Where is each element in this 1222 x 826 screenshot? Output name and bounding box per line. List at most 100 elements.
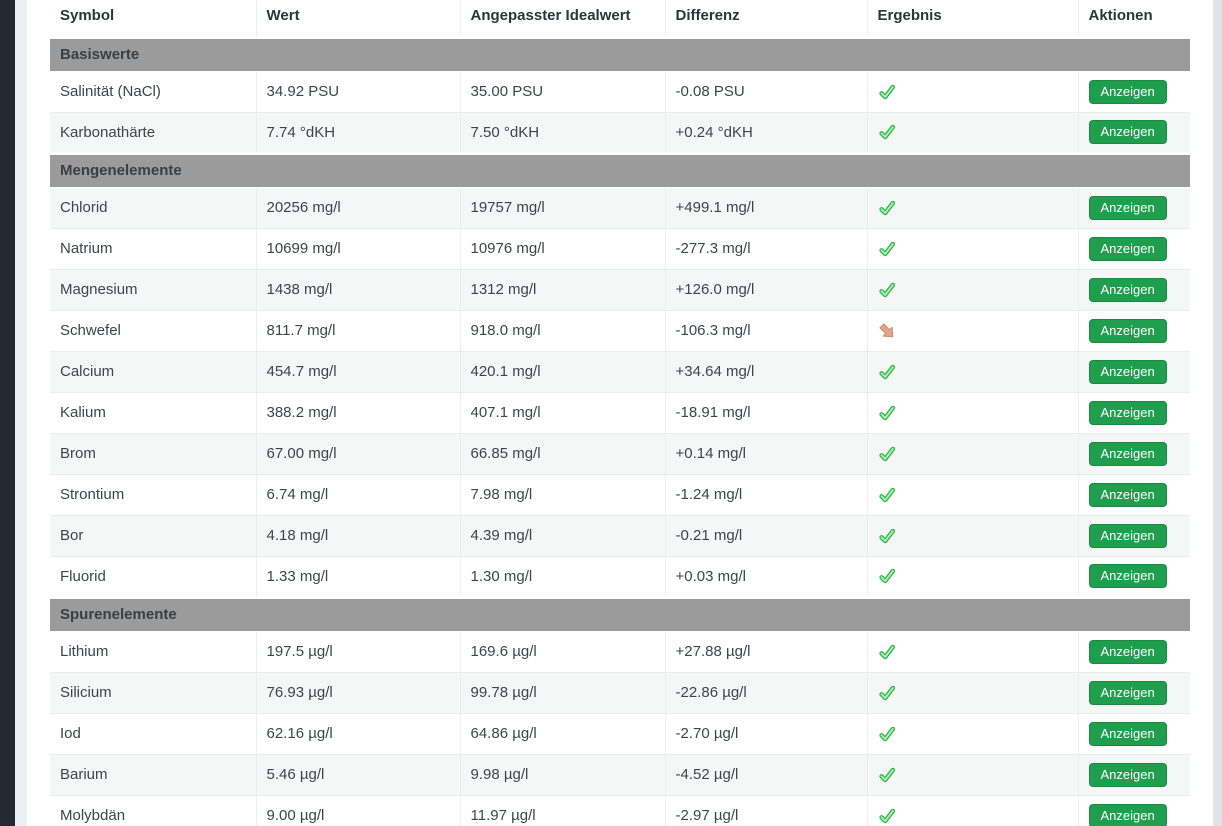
table-row: Fluorid 1.33 mg/l 1.30 mg/l +0.03 mg/l Anzei… bbox=[50, 556, 1190, 598]
ideal-value-cell: 169.6 µg/l bbox=[460, 631, 666, 673]
result-cell bbox=[867, 795, 1079, 826]
analysis-results-card: Symbol Wert Angepasster Idealwert Differ… bbox=[27, 0, 1213, 826]
anzeigen-button[interactable]: Anzeigen bbox=[1088, 79, 1167, 104]
anzeigen-button[interactable]: Anzeigen bbox=[1088, 639, 1167, 664]
actions-cell: Anzeigen bbox=[1078, 795, 1190, 826]
check-icon bbox=[878, 123, 896, 141]
page-gutter-left bbox=[15, 0, 27, 826]
anzeigen-button[interactable]: Anzeigen bbox=[1088, 359, 1167, 384]
anzeigen-button[interactable]: Anzeigen bbox=[1088, 441, 1167, 466]
table-row: Calcium 454.7 mg/l 420.1 mg/l +34.64 mg/l An… bbox=[50, 351, 1190, 393]
anzeigen-button[interactable]: Anzeigen bbox=[1088, 400, 1167, 425]
symbol-cell: Fluorid bbox=[50, 556, 257, 598]
check-icon bbox=[878, 807, 896, 825]
section-title: Basiswerte bbox=[50, 35, 1190, 72]
table-row: Brom 67.00 mg/l 66.85 mg/l +0.14 mg/l Anzeig… bbox=[50, 433, 1190, 475]
anzeigen-button[interactable]: Anzeigen bbox=[1088, 318, 1167, 343]
result-cell bbox=[867, 631, 1079, 673]
column-header-symbol: Symbol bbox=[50, 0, 257, 38]
value-cell: 7.74 °dKH bbox=[256, 112, 461, 154]
anzeigen-button[interactable]: Anzeigen bbox=[1088, 803, 1167, 826]
symbol-cell: Bor bbox=[50, 515, 257, 557]
symbol-cell: Karbonathärte bbox=[50, 112, 257, 154]
column-header-aktionen: Aktionen bbox=[1078, 0, 1190, 38]
section-header-row: Mengenelemente bbox=[50, 151, 1190, 188]
difference-cell: +126.0 mg/l bbox=[665, 269, 868, 311]
actions-cell: Anzeigen bbox=[1078, 631, 1190, 673]
value-cell: 10699 mg/l bbox=[256, 228, 461, 270]
check-icon bbox=[878, 643, 896, 661]
actions-cell: Anzeigen bbox=[1078, 672, 1190, 714]
table-row: Strontium 6.74 mg/l 7.98 mg/l -1.24 mg/l Anz… bbox=[50, 474, 1190, 516]
value-cell: 62.16 µg/l bbox=[256, 713, 461, 755]
actions-cell: Anzeigen bbox=[1078, 71, 1190, 113]
table-row: Chlorid 20256 mg/l 19757 mg/l +499.1 mg/l An… bbox=[50, 187, 1190, 229]
ideal-value-cell: 420.1 mg/l bbox=[460, 351, 666, 393]
anzeigen-button[interactable]: Anzeigen bbox=[1088, 277, 1167, 302]
table-row: Silicium 76.93 µg/l 99.78 µg/l -22.86 µg/l A… bbox=[50, 672, 1190, 714]
check-icon bbox=[878, 83, 896, 101]
symbol-cell: Iod bbox=[50, 713, 257, 755]
actions-cell: Anzeigen bbox=[1078, 754, 1190, 796]
check-icon bbox=[878, 240, 896, 258]
difference-cell: -18.91 mg/l bbox=[665, 392, 868, 434]
value-cell: 34.92 PSU bbox=[256, 71, 461, 113]
section-header-row: Basiswerte bbox=[50, 35, 1190, 72]
analysis-results-table: Symbol Wert Angepasster Idealwert Differ… bbox=[50, 0, 1190, 826]
symbol-cell: Molybdän bbox=[50, 795, 257, 826]
table-row: Natrium 10699 mg/l 10976 mg/l -277.3 mg/l An… bbox=[50, 228, 1190, 270]
symbol-cell: Schwefel bbox=[50, 310, 257, 352]
anzeigen-button[interactable]: Anzeigen bbox=[1088, 120, 1167, 144]
difference-cell: +499.1 mg/l bbox=[665, 187, 868, 229]
result-cell bbox=[867, 713, 1079, 755]
anzeigen-button[interactable]: Anzeigen bbox=[1088, 482, 1167, 507]
ideal-value-cell: 9.98 µg/l bbox=[460, 754, 666, 796]
result-cell bbox=[867, 515, 1079, 557]
actions-cell: Anzeigen bbox=[1078, 474, 1190, 516]
anzeigen-button[interactable]: Anzeigen bbox=[1088, 195, 1167, 220]
check-icon bbox=[878, 527, 896, 545]
ideal-value-cell: 1312 mg/l bbox=[460, 269, 666, 311]
check-icon bbox=[878, 281, 896, 299]
table-row: Iod 62.16 µg/l 64.86 µg/l -2.70 µg/l Anzeige… bbox=[50, 713, 1190, 755]
difference-cell: -2.70 µg/l bbox=[665, 713, 868, 755]
column-header-wert: Wert bbox=[256, 0, 461, 38]
ideal-value-cell: 11.97 µg/l bbox=[460, 795, 666, 826]
symbol-cell: Lithium bbox=[50, 631, 257, 673]
actions-cell: Anzeigen bbox=[1078, 228, 1190, 270]
value-cell: 4.18 mg/l bbox=[256, 515, 461, 557]
table-row: Kalium 388.2 mg/l 407.1 mg/l -18.91 mg/l Anz… bbox=[50, 392, 1190, 434]
anzeigen-button[interactable]: Anzeigen bbox=[1088, 721, 1167, 746]
section-header-row: Spurenelemente bbox=[50, 595, 1190, 632]
value-cell: 20256 mg/l bbox=[256, 187, 461, 229]
anzeigen-button[interactable]: Anzeigen bbox=[1088, 564, 1167, 588]
anzeigen-button[interactable]: Anzeigen bbox=[1088, 680, 1167, 705]
result-cell bbox=[867, 351, 1079, 393]
actions-cell: Anzeigen bbox=[1078, 713, 1190, 755]
symbol-cell: Salinität (NaCl) bbox=[50, 71, 257, 113]
symbol-cell: Brom bbox=[50, 433, 257, 475]
ideal-value-cell: 64.86 µg/l bbox=[460, 713, 666, 755]
result-cell bbox=[867, 474, 1079, 516]
value-cell: 197.5 µg/l bbox=[256, 631, 461, 673]
result-cell bbox=[867, 187, 1079, 229]
anzeigen-button[interactable]: Anzeigen bbox=[1088, 523, 1167, 548]
difference-cell: -1.24 mg/l bbox=[665, 474, 868, 516]
check-icon bbox=[878, 725, 896, 743]
difference-cell: +0.03 mg/l bbox=[665, 556, 868, 598]
anzeigen-button[interactable]: Anzeigen bbox=[1088, 762, 1167, 787]
value-cell: 67.00 mg/l bbox=[256, 433, 461, 475]
ideal-value-cell: 10976 mg/l bbox=[460, 228, 666, 270]
check-icon bbox=[878, 445, 896, 463]
actions-cell: Anzeigen bbox=[1078, 112, 1190, 154]
actions-cell: Anzeigen bbox=[1078, 351, 1190, 393]
check-icon bbox=[878, 363, 896, 381]
actions-cell: Anzeigen bbox=[1078, 392, 1190, 434]
result-cell bbox=[867, 269, 1079, 311]
ideal-value-cell: 99.78 µg/l bbox=[460, 672, 666, 714]
symbol-cell: Silicium bbox=[50, 672, 257, 714]
table-row: Bor 4.18 mg/l 4.39 mg/l -0.21 mg/l Anzeigen bbox=[50, 515, 1190, 557]
actions-cell: Anzeigen bbox=[1078, 187, 1190, 229]
anzeigen-button[interactable]: Anzeigen bbox=[1088, 236, 1167, 261]
difference-cell: -4.52 µg/l bbox=[665, 754, 868, 796]
